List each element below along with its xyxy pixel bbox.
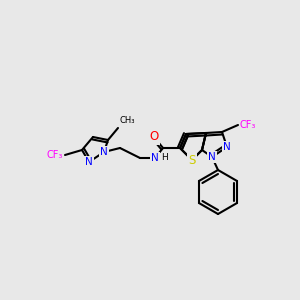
Text: O: O: [149, 130, 159, 143]
Text: N: N: [100, 147, 108, 157]
Text: N: N: [151, 153, 159, 163]
Text: N: N: [85, 157, 93, 167]
Text: CF₃: CF₃: [240, 120, 256, 130]
Text: H: H: [161, 154, 168, 163]
Text: N: N: [223, 142, 231, 152]
Text: N: N: [208, 152, 216, 162]
Text: CF₃: CF₃: [46, 150, 63, 160]
Text: S: S: [188, 154, 196, 166]
Text: CH₃: CH₃: [120, 116, 136, 125]
